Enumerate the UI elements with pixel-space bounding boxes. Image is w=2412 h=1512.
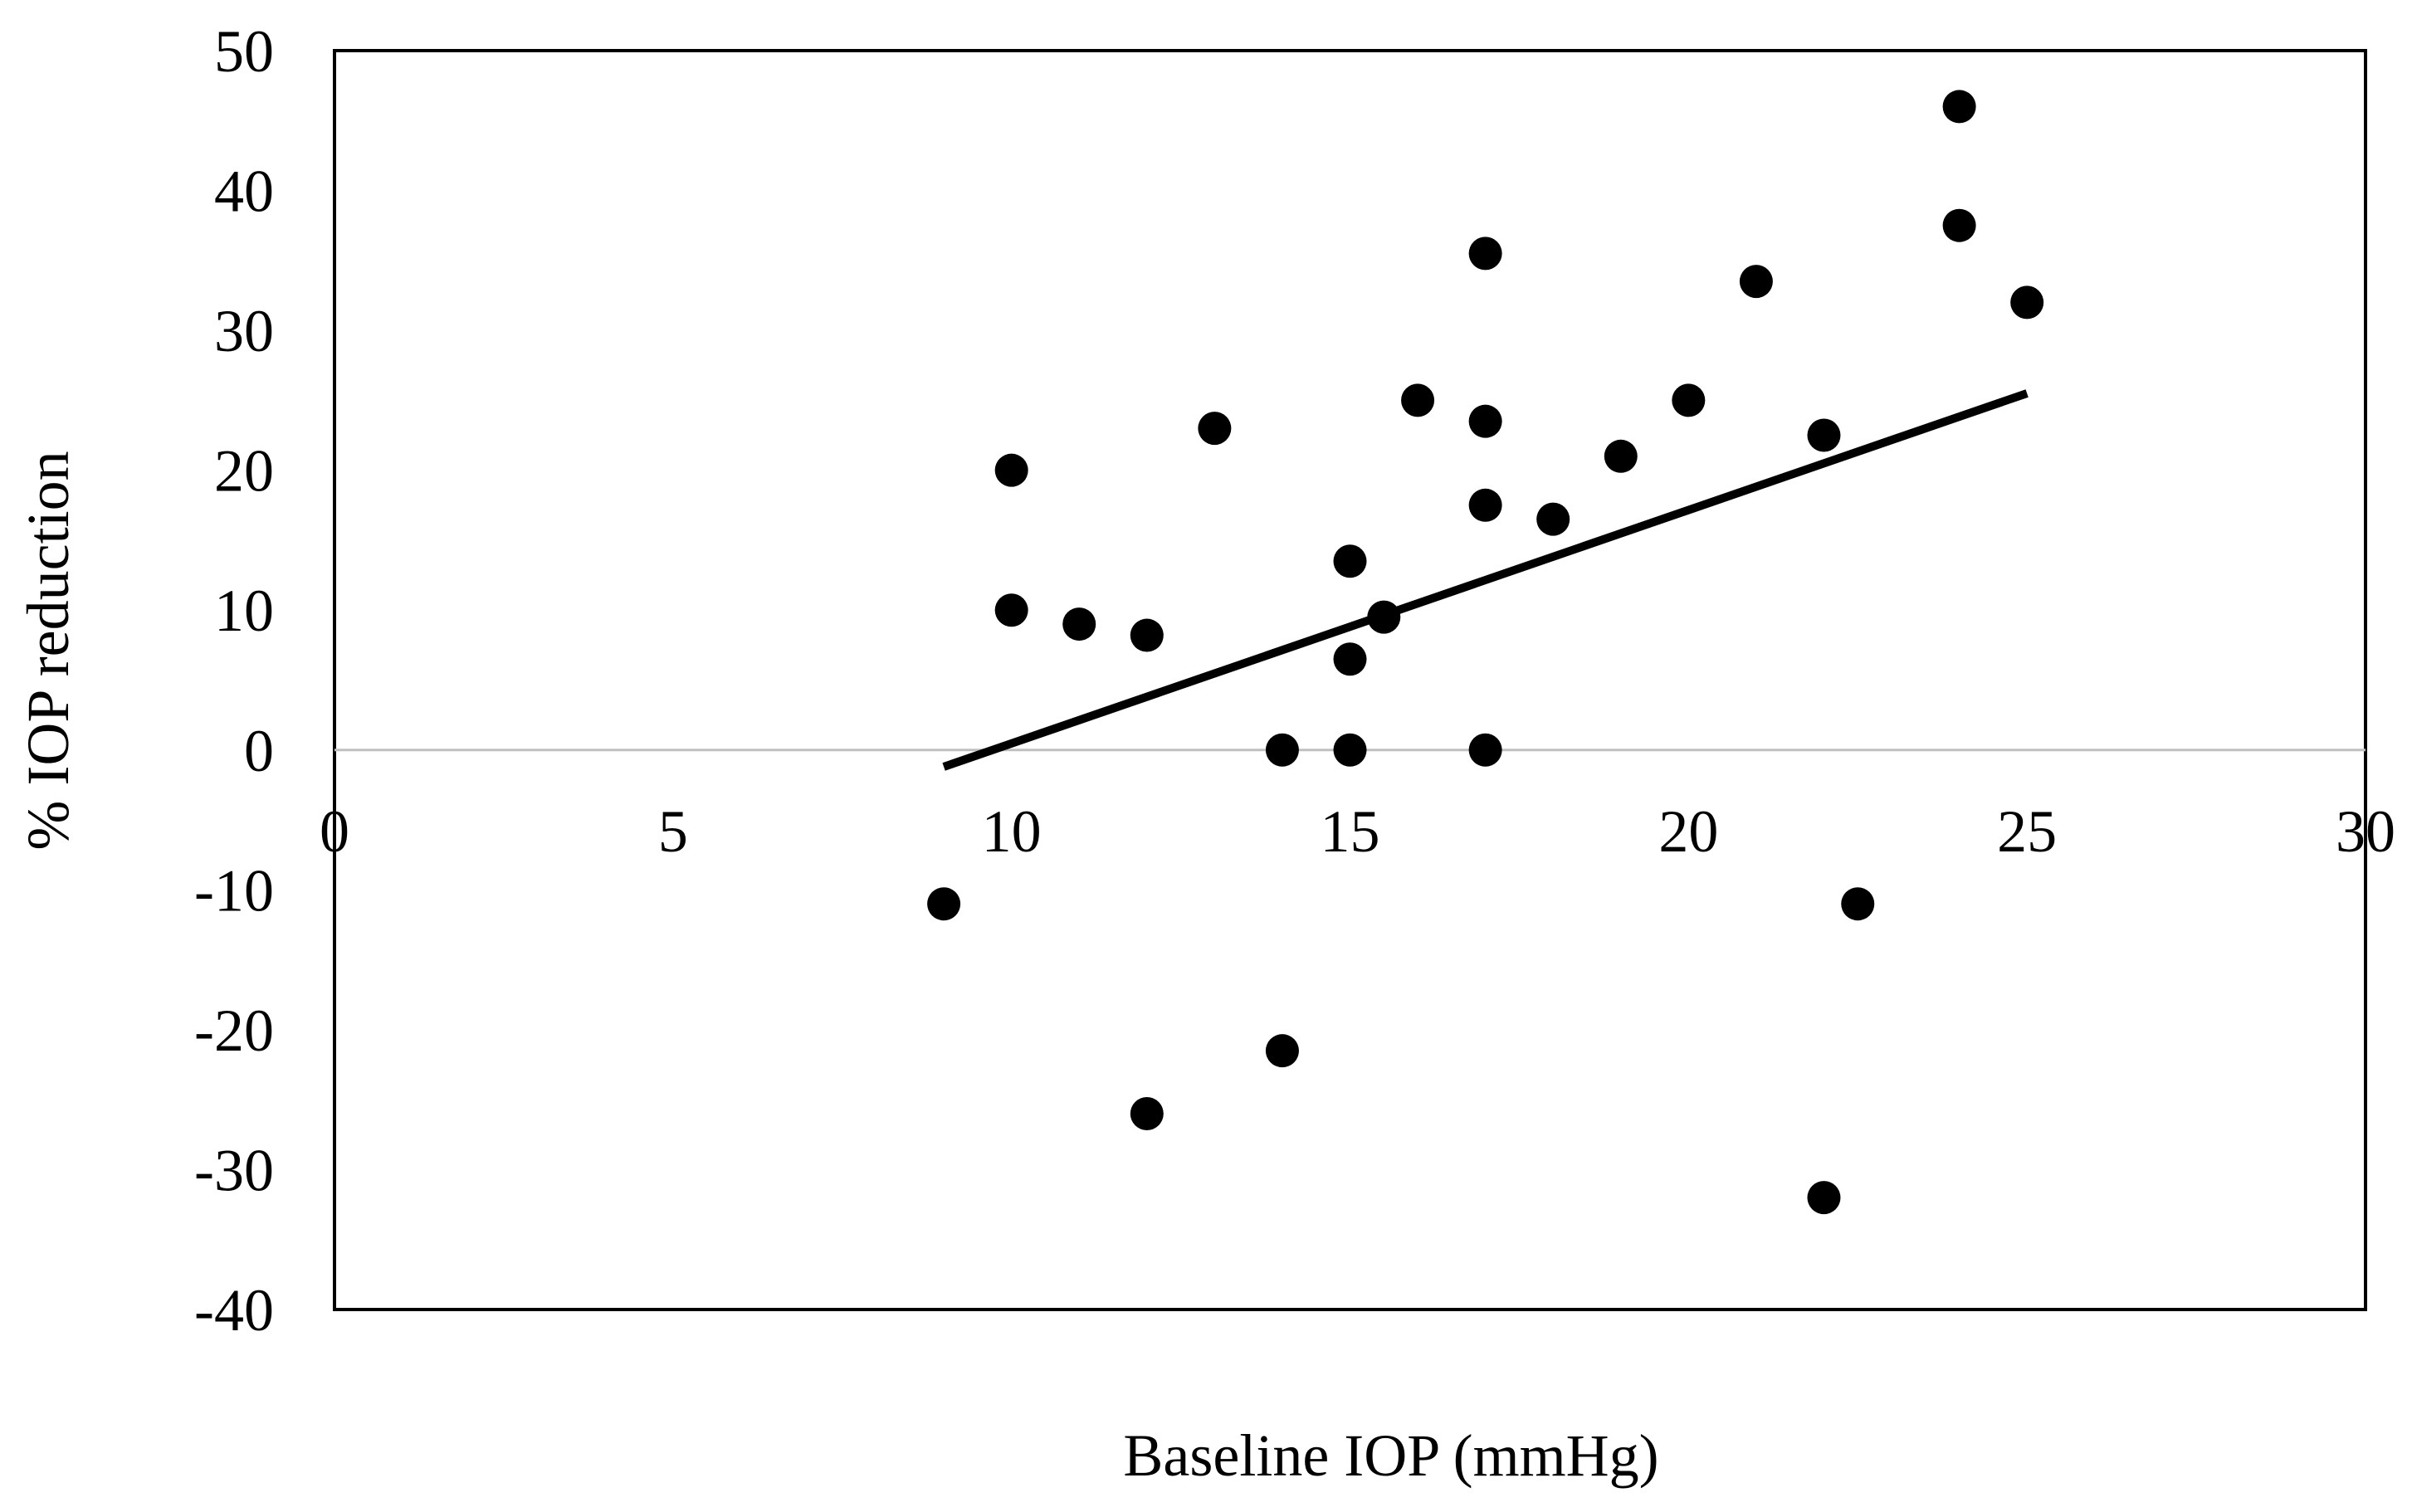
data-point xyxy=(1468,733,1502,767)
data-point xyxy=(1739,265,1773,299)
data-point xyxy=(1333,544,1367,578)
x-tick-label: 25 xyxy=(1997,798,2057,865)
data-point xyxy=(2010,285,2044,319)
data-point xyxy=(1604,439,1638,473)
data-point xyxy=(1367,600,1401,634)
data-point xyxy=(1130,618,1164,652)
y-tick-label: 10 xyxy=(214,578,274,644)
data-point xyxy=(1468,237,1502,271)
data-point xyxy=(1942,208,1976,242)
x-tick-label: 20 xyxy=(1658,798,1718,865)
data-point xyxy=(1841,887,1875,921)
data-point xyxy=(1468,404,1502,438)
x-tick-label: 0 xyxy=(320,798,349,865)
x-tick-labels: 0 5 10 15 20 25 30 xyxy=(320,798,2395,865)
data-point xyxy=(1333,733,1367,767)
data-point xyxy=(994,453,1028,487)
y-tick-label: 40 xyxy=(214,159,274,225)
data-point xyxy=(1062,607,1096,641)
y-tick-label: 50 xyxy=(214,18,274,85)
x-tick-label: 15 xyxy=(1321,798,1380,865)
y-tick-label: -30 xyxy=(194,1137,274,1203)
data-point xyxy=(1265,1034,1299,1068)
data-points xyxy=(927,90,2044,1215)
data-point xyxy=(1536,502,1570,536)
data-point xyxy=(1807,1181,1841,1215)
trendline xyxy=(942,389,2029,771)
x-axis-title: Baseline IOP (mmHg) xyxy=(1123,1422,1658,1489)
data-point xyxy=(1672,383,1706,417)
y-tick-label: 30 xyxy=(214,298,274,364)
y-axis-title: % IOP reduction xyxy=(15,451,81,850)
data-point xyxy=(1468,488,1502,522)
data-point xyxy=(1265,733,1299,767)
data-point xyxy=(1130,1097,1164,1131)
data-point xyxy=(1198,412,1232,446)
data-point xyxy=(1333,642,1367,676)
x-tick-label: 10 xyxy=(982,798,1042,865)
plot-frame xyxy=(333,49,2367,1311)
y-tick-label: 20 xyxy=(214,438,274,505)
y-tick-label: -40 xyxy=(194,1277,274,1344)
x-tick-label: 30 xyxy=(2336,798,2395,865)
data-point xyxy=(927,887,961,921)
y-tick-labels: 50 40 30 20 10 0 -10 -20 -30 -40 xyxy=(194,18,274,1344)
data-point xyxy=(1401,383,1435,417)
y-tick-label: 0 xyxy=(244,718,274,784)
y-tick-label: -20 xyxy=(194,997,274,1064)
x-tick-label: 5 xyxy=(658,798,688,865)
y-tick-label: -10 xyxy=(194,857,274,924)
data-point xyxy=(1807,418,1841,452)
data-point xyxy=(1942,90,1976,124)
data-point xyxy=(994,593,1028,627)
